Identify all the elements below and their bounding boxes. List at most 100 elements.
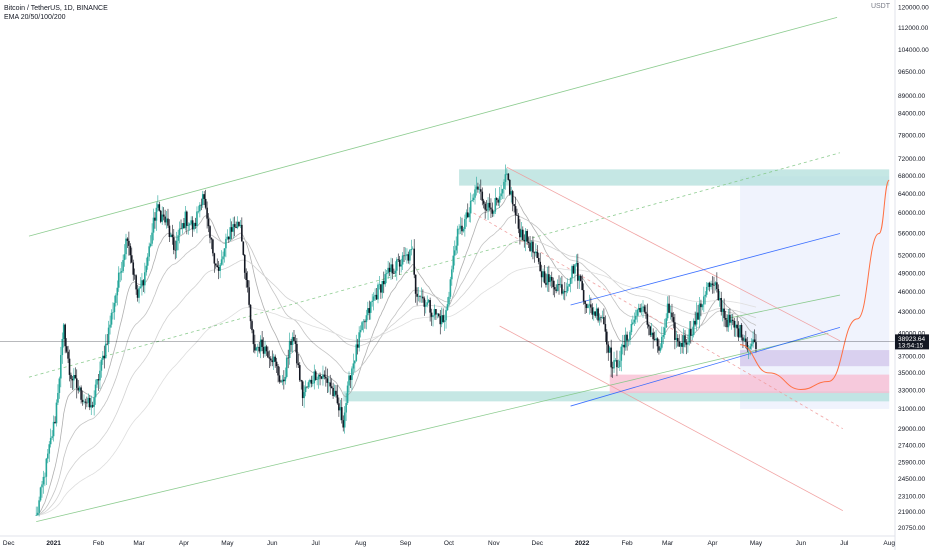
candle-body (214, 263, 217, 266)
candle-body (46, 453, 49, 459)
candle-body (151, 232, 153, 244)
trendline-green-channel-bottom[interactable] (36, 332, 829, 523)
symbol-title[interactable]: Bitcoin / TetherUS, 1D, BINANCE (4, 5, 108, 12)
candle-body (750, 343, 753, 347)
candle-body (104, 343, 107, 359)
trendline-red-channel-mid[interactable] (473, 212, 844, 430)
candle-body (297, 363, 300, 366)
candle-body (427, 300, 430, 303)
trendline-blue-channel-top[interactable] (570, 233, 841, 306)
candle-body (197, 211, 200, 212)
candle-body (607, 344, 610, 353)
candle-body (604, 324, 607, 332)
candle-body (636, 309, 639, 316)
x-tick-label: Mar (662, 540, 674, 547)
candle-body (285, 357, 288, 377)
zone-top-resistance[interactable] (459, 169, 890, 186)
candle-body (559, 284, 562, 286)
candle-body (64, 324, 66, 347)
trendline-blue-channel-bottom[interactable] (570, 327, 841, 407)
candle-body (556, 284, 559, 292)
trendline-red-channel-top[interactable] (506, 166, 841, 342)
candle-body (469, 200, 472, 214)
candle-body (175, 240, 178, 251)
candle-body (193, 222, 195, 230)
candle-body (97, 379, 100, 381)
candle-body (254, 344, 256, 351)
candle-body (539, 261, 541, 272)
candle-body (514, 206, 517, 216)
candle-body (159, 210, 162, 222)
candle-body (368, 308, 371, 313)
candle-body (332, 387, 334, 397)
candle-body (424, 304, 427, 307)
candle-body (367, 308, 369, 316)
candle-body (614, 360, 617, 361)
zone-support-pink[interactable] (609, 374, 890, 394)
y-tick-label: 43000.00 (898, 309, 925, 316)
zone-support-purple[interactable] (740, 350, 890, 367)
zone-projection-box[interactable] (740, 176, 890, 409)
candle-body (746, 341, 749, 350)
candle-body (310, 379, 313, 384)
candle-body (225, 238, 227, 249)
candle-body (676, 338, 679, 342)
projection-curve[interactable] (739, 179, 890, 390)
candle-body (374, 294, 376, 297)
candle-body (309, 379, 311, 383)
candle-body (142, 280, 145, 286)
trendline-blue-channel-upper-mid[interactable] (725, 294, 841, 320)
candle-body (692, 320, 695, 336)
candle-body (88, 397, 91, 408)
candle-body (587, 305, 589, 308)
candle-body (501, 189, 504, 194)
candle-body (695, 312, 698, 325)
candle-body (598, 317, 601, 321)
candle-body (322, 374, 324, 379)
candle-body (210, 237, 213, 240)
candle-body (656, 338, 659, 347)
candle-body (119, 272, 122, 274)
candle-body (187, 225, 190, 226)
indicator-label[interactable]: EMA 20/50/100/200 (4, 14, 66, 21)
candle-body (177, 235, 179, 241)
candle-body (498, 196, 501, 203)
candle-body (542, 271, 544, 278)
candle-body (640, 307, 643, 313)
candle-body (565, 291, 568, 293)
candle-body (345, 403, 347, 413)
candle-body (346, 385, 349, 404)
candle-body (340, 407, 343, 421)
candle-body (93, 397, 95, 407)
candle-body (261, 339, 263, 347)
trendline-green-channel-top[interactable] (28, 16, 838, 237)
candle-body (462, 228, 465, 232)
trendline-red-channel-bottom[interactable] (499, 325, 844, 512)
y-tick-label: 24500.00 (898, 476, 925, 483)
candle-body (413, 248, 415, 275)
candle-body (178, 228, 181, 236)
candle-body (661, 336, 663, 348)
candle-body (258, 346, 261, 352)
price-axis[interactable] (895, 0, 932, 550)
candle-body (632, 322, 634, 324)
candle-body (148, 246, 150, 257)
candle-body (217, 266, 220, 271)
candle-body (397, 259, 400, 261)
candle-body (494, 198, 497, 212)
candle-body (579, 275, 582, 282)
candle-body (703, 296, 705, 305)
y-tick-label: 29000.00 (898, 426, 925, 433)
candle-body (174, 249, 177, 251)
candle-body (436, 313, 439, 315)
candle-body (133, 274, 136, 276)
trendline-green-channel-mid[interactable] (28, 152, 841, 378)
candle-body (196, 211, 198, 227)
zone-support-green[interactable] (343, 391, 890, 402)
candle-body (252, 330, 255, 345)
candle-body (355, 344, 358, 361)
candle-body (184, 211, 187, 229)
candle-body (391, 264, 394, 274)
